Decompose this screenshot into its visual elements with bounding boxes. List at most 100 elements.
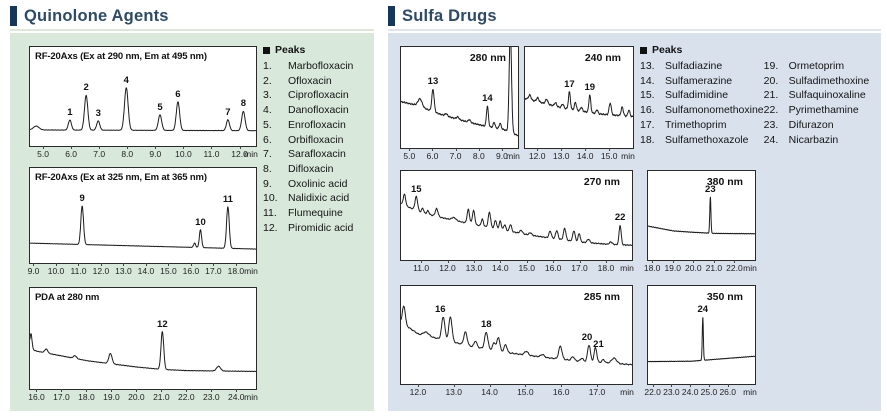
peak-number: 12. (263, 221, 278, 234)
peak-name: Sulfadimethoxine (788, 74, 870, 87)
axis-tick-label: 22.0 (644, 387, 661, 397)
peak-number: 9. (263, 177, 272, 190)
peak-number-label: 13 (427, 76, 439, 88)
peak-list-item: 18. Sulfamethoxazole (640, 133, 764, 148)
peak-list-item: 4. Danofloxacin (263, 103, 353, 118)
axis-tick (501, 148, 503, 151)
axis-tick (561, 148, 563, 151)
peak-number-label: 14 (482, 93, 493, 105)
peak-number-label: 11 (222, 193, 233, 205)
peak-name: Orbifloxacin (288, 133, 344, 146)
sulfa-section-header: Sulfa Drugs (388, 6, 497, 26)
peak-number: 11. (263, 207, 277, 220)
axis-tick (609, 148, 611, 151)
axis-tick-label: 14.0 (576, 151, 594, 161)
axis-tick-label: 5.0 (403, 151, 416, 161)
legend-header: Peaks (263, 44, 353, 56)
peak-number-label: 24 (697, 304, 709, 316)
detector-label: 240 nm (584, 52, 621, 64)
axis-tick (235, 263, 237, 266)
axis-tick (478, 148, 480, 151)
axis-tick-label: 21.0 (153, 392, 170, 402)
peak-number: 22. (763, 104, 779, 117)
chromatogram-trace (525, 91, 633, 118)
axis-tick-label: 13.0 (445, 387, 462, 397)
axis-tick (690, 384, 692, 387)
axis-tick-label: 10.0 (175, 149, 192, 159)
axis-tick-label: 14.0 (481, 387, 498, 397)
peak-name: Difurazon (788, 118, 834, 131)
chromatogram-trace (30, 331, 256, 373)
peak-number-label: 6 (175, 88, 181, 100)
x-axis-285nm: 12.0 13.0 14.0 15.0 16.0 17.0 min (400, 384, 634, 398)
quinolone-peak-list: 1. Marbofloxacin 2. Ofloxacin 3. Ciprofloxaci… (263, 59, 353, 235)
peak-list-item: 8. Difloxacin (263, 162, 353, 177)
peak-number: 10. (263, 192, 278, 205)
axis-tick (409, 148, 411, 151)
peak-name: Danofloxacin (288, 104, 349, 117)
axis-tick (213, 263, 215, 266)
chromatogram-trace (401, 305, 632, 366)
chromatogram-270nm: 270 nm 15 22 (400, 170, 633, 261)
axis-tick-label: 20.0 (128, 392, 145, 402)
axis-unit-label: min (244, 149, 258, 159)
peak-number: 14. (640, 74, 655, 87)
peak-number: 23. (763, 118, 779, 131)
axis-tick (693, 260, 695, 263)
axis-tick (61, 389, 63, 392)
axis-tick (43, 146, 45, 149)
axis-tick (652, 260, 654, 263)
axis-tick-label: 20.0 (685, 263, 702, 273)
peak-number-label: 7 (225, 106, 231, 118)
axis-tick-label: 11.0 (70, 266, 87, 276)
peak-number: 5. (263, 118, 272, 131)
axis-tick-label: 26.0 (719, 387, 736, 397)
peak-name: Sulfadiazine (665, 60, 723, 72)
peak-number: 24. (763, 133, 779, 146)
axis-tick (211, 146, 213, 149)
axis-tick-label: 9.0 (149, 149, 162, 159)
peak-name: Pyrimethamine (788, 104, 859, 117)
axis-tick-label: 15.0 (518, 263, 535, 273)
peak-number-label: 2 (83, 82, 89, 94)
axis-tick-label: 17.0 (571, 263, 588, 273)
axis-unit-label: min (743, 263, 757, 273)
peak-number: 21. (763, 89, 779, 102)
peak-list-item: 22. Pyrimethamine (764, 103, 870, 118)
axis-tick (453, 384, 455, 387)
axis-tick-label: 5.0 (37, 149, 49, 159)
axis-tick (526, 260, 528, 263)
axis-tick (672, 260, 674, 263)
chromatogram-trace (648, 196, 755, 235)
sulfa-peak-list-col1: 13. Sulfadiazine 14. Sulfamerazine 15. Sulfad… (640, 59, 764, 147)
axis-tick-label: 12.0 (92, 266, 110, 276)
axis-tick (86, 389, 88, 392)
axis-unit-label: min (743, 387, 757, 397)
peak-number-label: 15 (411, 183, 422, 195)
accent-bar (10, 6, 17, 26)
axis-tick-label: 11.0 (413, 263, 430, 273)
axis-tick-label: 15.0 (517, 387, 534, 397)
axis-tick (55, 263, 57, 266)
peak-number-label: 12 (157, 318, 168, 330)
axis-unit-label: min (620, 387, 634, 397)
peak-list-item: 12. Piromidic acid (263, 221, 353, 236)
x-axis-pda-280nm: 16.0 17.0 18.0 19.0 20.0 21.0 22.0 23.0 24.0 min (28, 389, 258, 403)
peak-number: 13. (640, 60, 655, 72)
peak-number-label: 18 (480, 319, 492, 331)
square-bullet-icon (263, 46, 270, 54)
peak-list-item: 20. Sulfadimethoxine (764, 74, 870, 89)
axis-tick-label: 15.0 (160, 266, 177, 276)
axis-tick (145, 263, 147, 266)
x-axis-380nm: 18.0 19.0 20.0 21.0 22.0 min (644, 260, 757, 274)
peak-name: Nicarbazin (788, 133, 839, 146)
peak-list-item: 16. Sulfamonomethoxine (640, 103, 764, 118)
axis-tick-label: 16.0 (28, 392, 45, 402)
peak-list-item: 2. Ofloxacin (263, 74, 353, 89)
x-axis-240nm: 12.0 13.0 14.0 15.0 min (524, 148, 635, 162)
axis-tick-label: 25.0 (700, 387, 718, 397)
chromatogram-title: RF-20Axs (Ex at 325 nm, Em at 365 nm) (35, 172, 207, 183)
axis-tick (236, 389, 238, 392)
peak-number-label: 19 (584, 82, 596, 94)
peak-list-item: 1. Marbofloxacin (263, 59, 353, 74)
